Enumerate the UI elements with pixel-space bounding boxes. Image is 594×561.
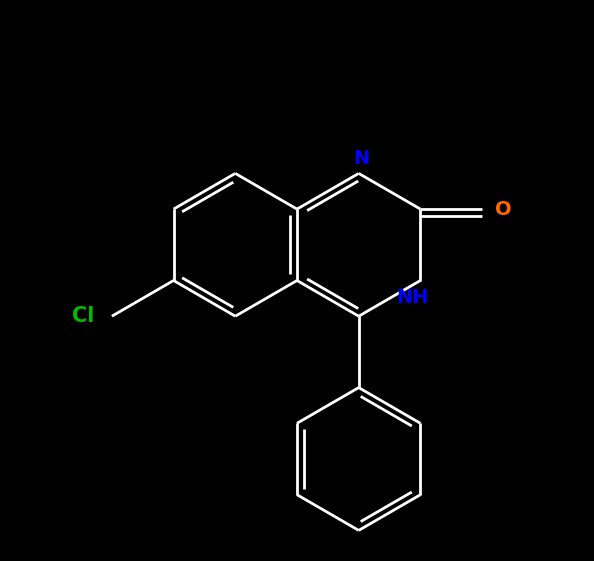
Text: N: N [353, 149, 369, 168]
Text: NH: NH [397, 288, 429, 307]
Text: Cl: Cl [72, 306, 94, 326]
Text: O: O [495, 200, 511, 219]
